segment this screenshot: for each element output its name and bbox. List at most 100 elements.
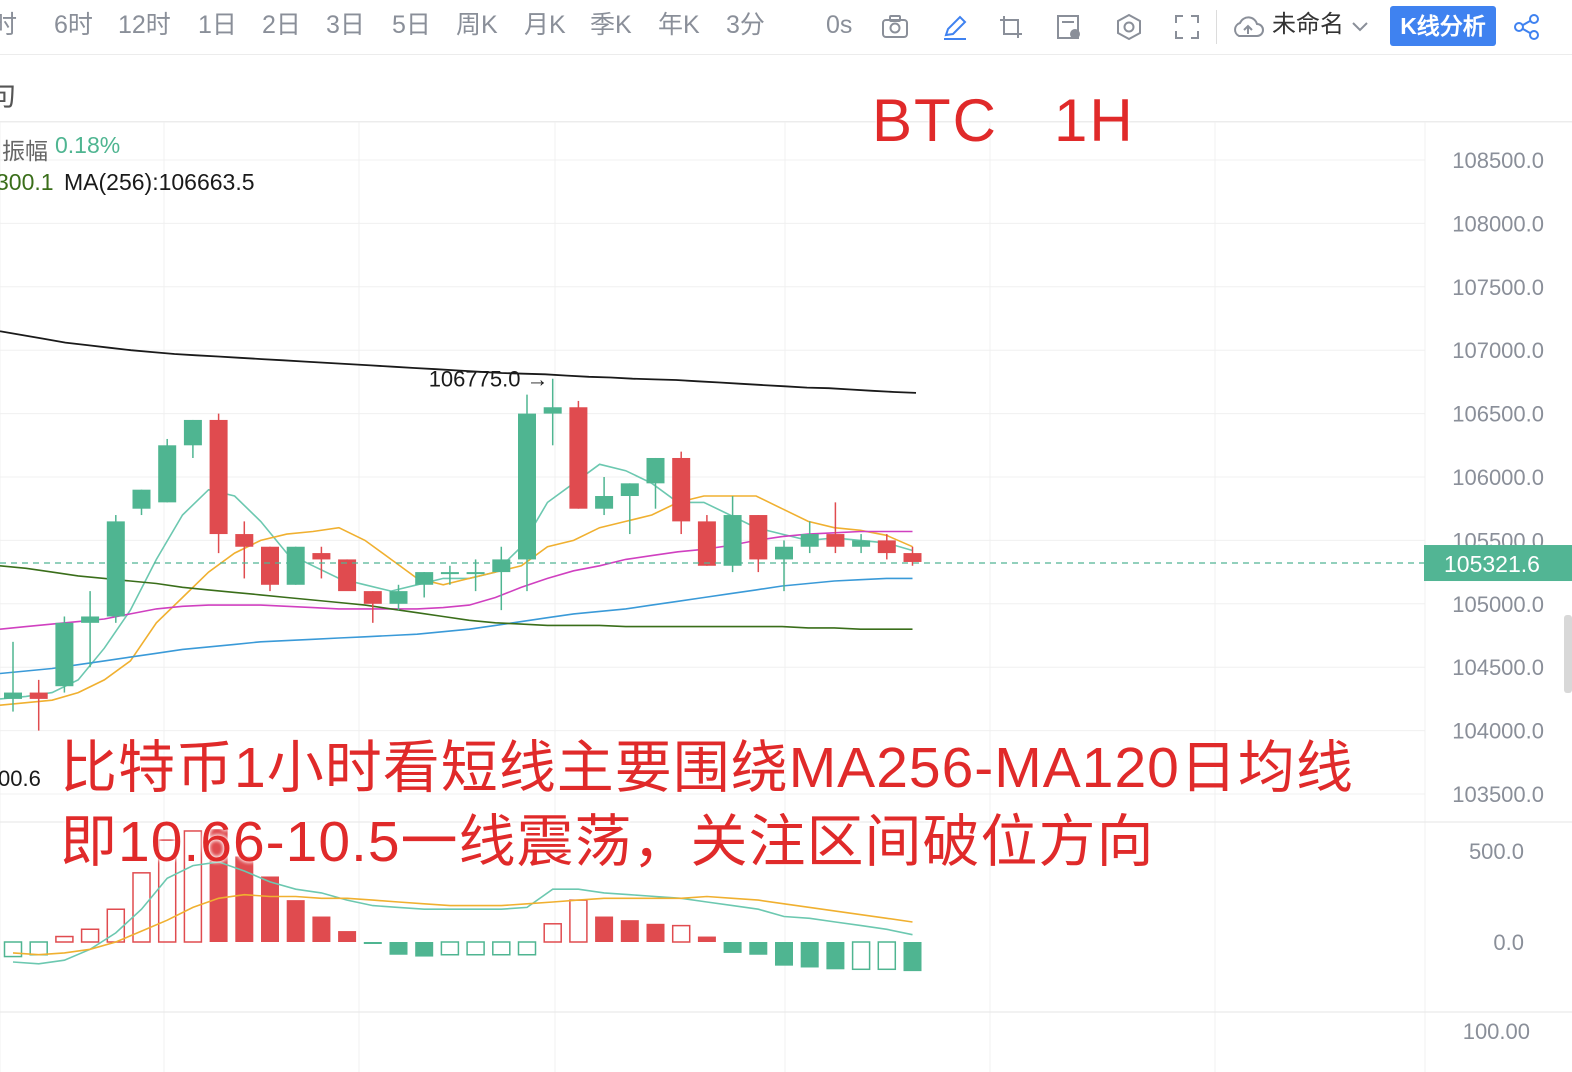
annotation-line-2: 即10.66-10.5一线震荡，关注区间破位方向 — [60, 810, 1155, 874]
interval-tab-7[interactable]: 周K — [456, 11, 498, 39]
histogram-bar — [286, 900, 305, 942]
candle-body — [106, 521, 125, 617]
share-icon[interactable] — [1512, 12, 1542, 42]
ma-line-2 — [0, 495, 913, 706]
interval-tab-4[interactable]: 2日 — [262, 11, 301, 39]
histogram-bar — [157, 839, 177, 943]
histogram-bar — [209, 829, 228, 942]
interval-tab-2[interactable]: 12时 — [118, 11, 171, 39]
candle-body — [826, 534, 845, 547]
candle-body — [620, 483, 639, 497]
price-tick-label: 107500.0 — [1452, 275, 1544, 300]
candle-body — [749, 515, 768, 560]
low-price-label: 00.6 — [0, 766, 41, 791]
candle-body — [389, 591, 408, 604]
price-tick-label: 106500.0 — [1452, 402, 1544, 427]
histogram-bar — [826, 942, 845, 970]
candle-body — [466, 572, 485, 575]
cloud-icon[interactable] — [1230, 12, 1266, 42]
toolbar: 时 6时 12时 1日 2日 3日 5日 周K 月K 季K 年K 3分 0s 未命名 K线分析 — [0, 0, 1572, 55]
candle-body — [312, 553, 331, 560]
last-price-tag — [1424, 545, 1572, 582]
candle-body — [852, 540, 871, 547]
candle-body — [363, 591, 382, 604]
price-axis-scrollbar — [1564, 615, 1572, 693]
candle-body — [903, 553, 922, 562]
print-icon[interactable] — [1054, 12, 1084, 42]
price-tick-label: 105000.0 — [1452, 592, 1544, 617]
price-tick-label: 106000.0 — [1452, 465, 1544, 490]
candle-body — [440, 572, 459, 575]
histogram-bar — [723, 942, 742, 953]
histogram-bar — [543, 923, 562, 943]
candle-body — [158, 445, 177, 503]
price-tick-label: 104500.0 — [1452, 655, 1544, 680]
price-tick-label: 108000.0 — [1452, 211, 1544, 236]
price-tick-label: 107000.0 — [1452, 338, 1544, 363]
ma-line-4 — [0, 577, 913, 675]
histogram-bar — [80, 928, 100, 943]
ma-line-3 — [0, 530, 913, 630]
histogram-bar — [132, 872, 151, 943]
candlesticks: 106775.0 → — [4, 367, 922, 731]
interval-tab-9[interactable]: 季K — [590, 11, 632, 39]
interval-tab-10[interactable]: 年K — [658, 11, 700, 39]
histogram-line-orange — [12, 893, 913, 956]
candle-body — [646, 457, 665, 484]
interval-tab-5[interactable]: 3日 — [326, 11, 365, 39]
chevron-down-icon[interactable] — [1350, 12, 1370, 42]
amplitude-value: 0.18% — [55, 132, 121, 158]
lower-pane-tick-label: 100.00 — [1463, 1019, 1530, 1044]
kline-analysis-button[interactable]: K线分析 — [1390, 6, 1496, 46]
cloud-name-label[interactable]: 未命名 — [1272, 11, 1344, 38]
candle-body — [29, 692, 48, 699]
candle-body — [518, 413, 536, 560]
candle-body — [415, 572, 434, 585]
candle-body — [800, 534, 819, 547]
settings-hex-icon[interactable] — [1114, 12, 1144, 42]
candle-body — [775, 546, 793, 560]
ma-line-5 — [0, 565, 913, 631]
candle-body — [595, 496, 614, 509]
replay-label[interactable]: 0s — [826, 11, 853, 39]
histogram-bar — [312, 916, 331, 942]
histogram-bar — [235, 856, 254, 942]
histogram-bar — [466, 941, 485, 956]
histogram-tick-label: 500.0 — [1469, 839, 1524, 864]
candle-body — [543, 407, 562, 414]
interval-tab-1[interactable]: 6时 — [54, 11, 93, 39]
histogram-bar — [749, 942, 768, 955]
candle-body — [209, 419, 228, 535]
histogram-bar — [183, 830, 203, 943]
interval-tab-3[interactable]: 1日 — [198, 11, 237, 39]
annotation-line-1: 比特币1小时看短线主要围绕MA256-MA120日均线 — [60, 736, 1354, 800]
interval-tab-8[interactable]: 月K — [524, 11, 566, 39]
camera-icon[interactable] — [880, 12, 910, 42]
histogram-bar — [363, 942, 382, 944]
interval-tab-11[interactable]: 3分 — [726, 11, 765, 39]
header-left-glyph: 句 — [0, 80, 17, 111]
histogram-bar — [415, 942, 434, 957]
candle-body — [492, 559, 511, 573]
candle-body — [286, 546, 305, 585]
histogram-bar — [261, 876, 279, 942]
histogram-bar — [697, 936, 716, 942]
histogram-tick-label: 0.0 — [1493, 930, 1524, 955]
interval-tab-6[interactable]: 5日 — [392, 11, 431, 39]
fullscreen-icon[interactable] — [1172, 12, 1202, 42]
histogram-line-teal — [12, 861, 913, 965]
histogram-bar — [517, 941, 537, 956]
crop-icon[interactable] — [996, 12, 1026, 42]
candle-body — [4, 692, 22, 699]
candle-body — [132, 489, 151, 509]
interval-tab-0[interactable]: 时 — [0, 11, 18, 39]
histogram-bar — [877, 941, 897, 971]
histogram-bar — [800, 942, 819, 968]
price-tick-label: 103500.0 — [1452, 782, 1544, 807]
pencil-icon[interactable] — [940, 12, 970, 42]
histogram-bar — [389, 942, 408, 955]
histogram-bar — [338, 931, 357, 942]
chart-title-overlay: BTC 1H — [872, 87, 1135, 154]
ma-prev-value: 300.1 — [0, 169, 54, 195]
